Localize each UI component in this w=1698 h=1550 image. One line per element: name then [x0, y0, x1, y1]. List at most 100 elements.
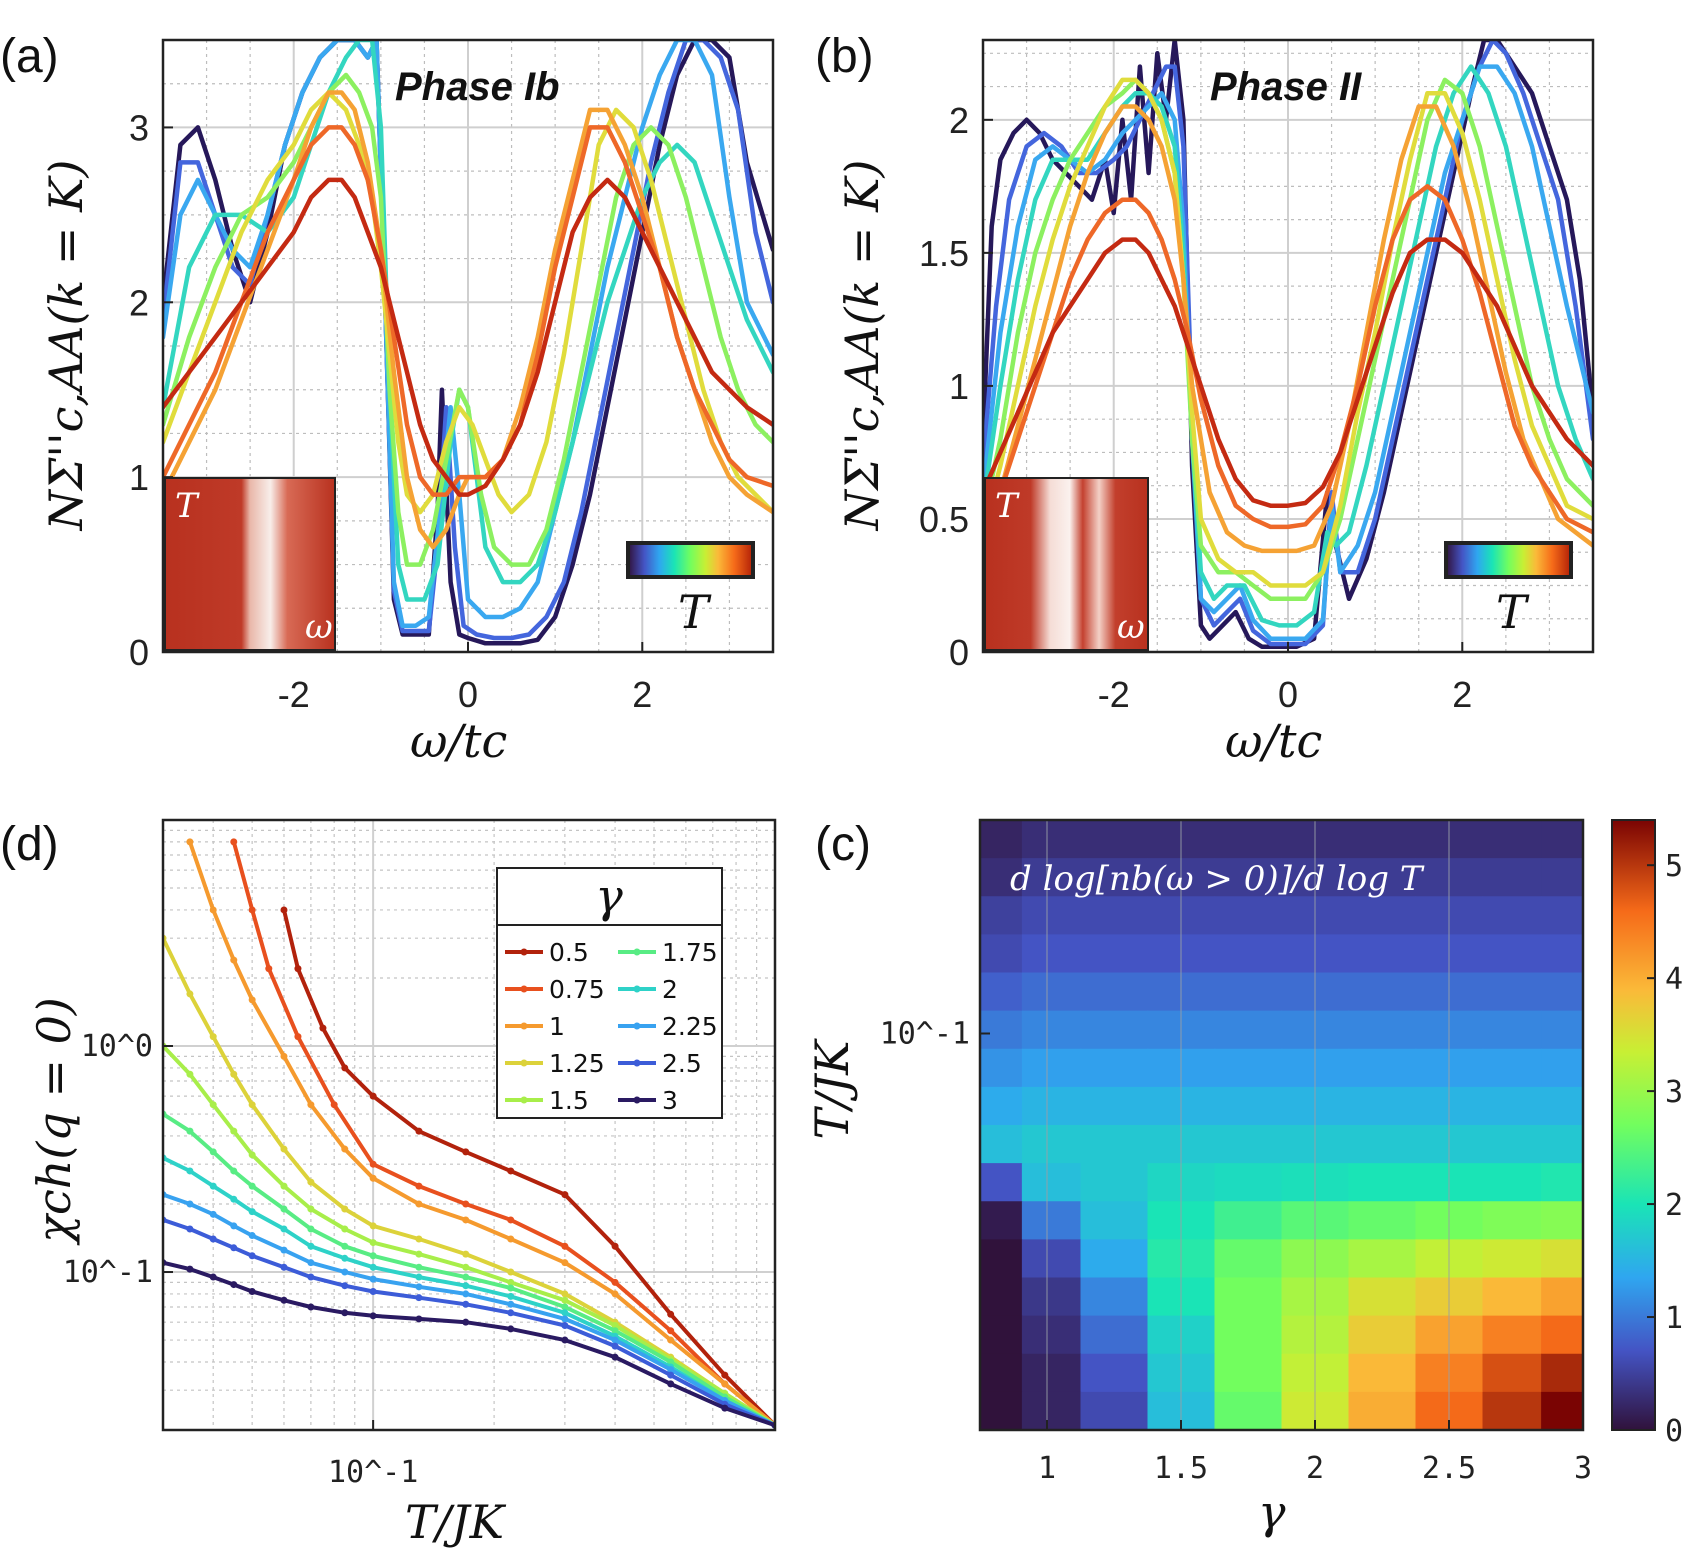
legend-marker-2.5 [633, 1059, 641, 1067]
series-point-d-1.25 [415, 1235, 423, 1243]
series-point-d-2.5 [507, 1309, 515, 1317]
series-line-a-T8 [163, 125, 773, 497]
heatmap-cell [1482, 1048, 1542, 1088]
series-point-d-0.75 [561, 1242, 569, 1250]
series-point-d-3 [507, 1325, 515, 1333]
heatmap-title: d log[nb(ω > 0)]/d log T [1010, 859, 1425, 899]
heatmap-cell [1541, 934, 1584, 974]
heatmap-cell [1214, 1201, 1283, 1240]
heatmap-cell [1348, 1315, 1417, 1355]
legend-marker-2 [633, 985, 641, 993]
colorbar-b: T [1444, 541, 1573, 639]
heatmap-cell [1080, 820, 1149, 859]
series-point-d-2.25 [507, 1300, 515, 1308]
heatmap-cell [1021, 1163, 1082, 1202]
heatmap-cell [1214, 972, 1283, 1012]
heatmap-cell [1021, 1125, 1082, 1164]
heatmap-cell [1541, 1315, 1584, 1355]
heatmap-cell [1482, 1277, 1542, 1317]
y-tick-label-b: 0.5 [919, 499, 969, 540]
heatmap-cell [1021, 820, 1082, 859]
y-tick-label-a: 3 [129, 107, 149, 148]
series-point-d-1.25 [280, 1145, 288, 1153]
y-axis-label-c: T/JK [805, 1038, 859, 1140]
heatmap-cell [980, 1239, 1023, 1279]
colorbar-strip-a [626, 541, 755, 579]
series-point-d-0.5 [611, 1242, 619, 1250]
series-line-b-T2 [983, 40, 1593, 647]
series-point-d-1.75 [248, 1182, 256, 1190]
heatmap-cell [1080, 1239, 1149, 1279]
heatmap-cell [1541, 1086, 1584, 1126]
legend-label-0.5: 0.5 [549, 938, 589, 967]
series-point-d-3 [280, 1296, 288, 1304]
series-point-d-1 [369, 1174, 377, 1182]
series-line-a-T6 [163, 90, 773, 515]
legend-marker-0.5 [520, 948, 528, 956]
series-point-d-1.75 [230, 1167, 238, 1175]
series-point-d-0.5 [415, 1127, 423, 1135]
heatmap-cell [1021, 1391, 1082, 1431]
heatmap-cell [1348, 1125, 1417, 1164]
phase-title-b: Phase II [1210, 65, 1362, 109]
x-tick-label-d: 10^-1 [328, 1455, 418, 1490]
heatmap-cell [1348, 1277, 1417, 1317]
heatmap-cell [980, 1391, 1023, 1431]
legend-marker-1.25 [520, 1059, 528, 1067]
legend-label-1: 1 [549, 1012, 565, 1041]
series-point-d-3 [561, 1336, 569, 1344]
series-line-b-T5 [983, 77, 1593, 602]
series-point-d-1.5 [507, 1278, 515, 1286]
series-point-d-1.5 [341, 1225, 349, 1233]
heatmap-cell [980, 1010, 1023, 1050]
series-a [163, 40, 773, 646]
heatmap-cell [1482, 1125, 1542, 1164]
panel-b: -2 0 2 0 0.5 1 1.5 2 (b) Phase II T ω T ω/tc NΣ… [815, 30, 1595, 768]
y-tick-label-b: 0 [949, 632, 969, 673]
heatmap-cell [1080, 934, 1149, 974]
heatmap-cell [1214, 1163, 1283, 1202]
series-point-d-1 [561, 1259, 569, 1267]
series-b [983, 40, 1593, 649]
series-point-d-2.5 [415, 1294, 423, 1302]
series-point-d-3 [415, 1315, 423, 1323]
x-tick-label-b: 2 [1452, 674, 1472, 715]
series-point-d-0.75 [462, 1200, 470, 1208]
heatmap-cell [1214, 1086, 1283, 1126]
series-point-d-2.25 [248, 1232, 256, 1240]
inset-heatmap-b [985, 478, 1148, 650]
heatmap-cell [1080, 1315, 1149, 1355]
heatmap-cell [1482, 1010, 1542, 1050]
heatmap-cell [1541, 1353, 1584, 1393]
series-point-d-1.25 [186, 990, 194, 998]
series-point-d-1.75 [369, 1252, 377, 1260]
heatmap-cell [1080, 896, 1149, 935]
series-point-d-3 [209, 1273, 217, 1281]
legend-marker-2.25 [633, 1022, 641, 1030]
series-point-d-1 [611, 1290, 619, 1298]
series-point-d-1.75 [209, 1148, 217, 1156]
series-point-d-1.25 [248, 1101, 256, 1109]
series-point-d-1.5 [561, 1296, 569, 1304]
heatmap-cell [1482, 1391, 1542, 1431]
heatmap-cell [980, 1163, 1023, 1202]
heatmap-cell [1214, 1239, 1283, 1279]
heatmap-cell [1541, 1239, 1584, 1279]
series-point-d-1.25 [507, 1268, 515, 1276]
panel-a: -2 0 2 0 1 2 3 (a) Phase Ib T ω T ω/tc NΣ''c,A… [0, 30, 775, 768]
series-point-d-1.25 [209, 1033, 217, 1041]
ticks-c: 1 1.5 2 2.5 3 10^-1 [880, 1017, 1592, 1487]
legend-marker-1.5 [520, 1096, 528, 1104]
series-line-b-T8 [983, 184, 1593, 535]
heatmap-cell [980, 1201, 1023, 1240]
inset-heatmap-a [165, 478, 335, 650]
series-point-d-1.25 [307, 1178, 315, 1186]
series-point-d-0.75 [415, 1182, 423, 1190]
series-point-d-0.5 [369, 1092, 377, 1100]
series-line-b-T6 [983, 77, 1593, 588]
ticks-b: -2 0 2 0 0.5 1 1.5 2 [919, 100, 1472, 715]
x-tick-label-c: 1.5 [1154, 1451, 1208, 1486]
heatmap-cell [1541, 1163, 1584, 1202]
heatmap-cell [1021, 1239, 1082, 1279]
